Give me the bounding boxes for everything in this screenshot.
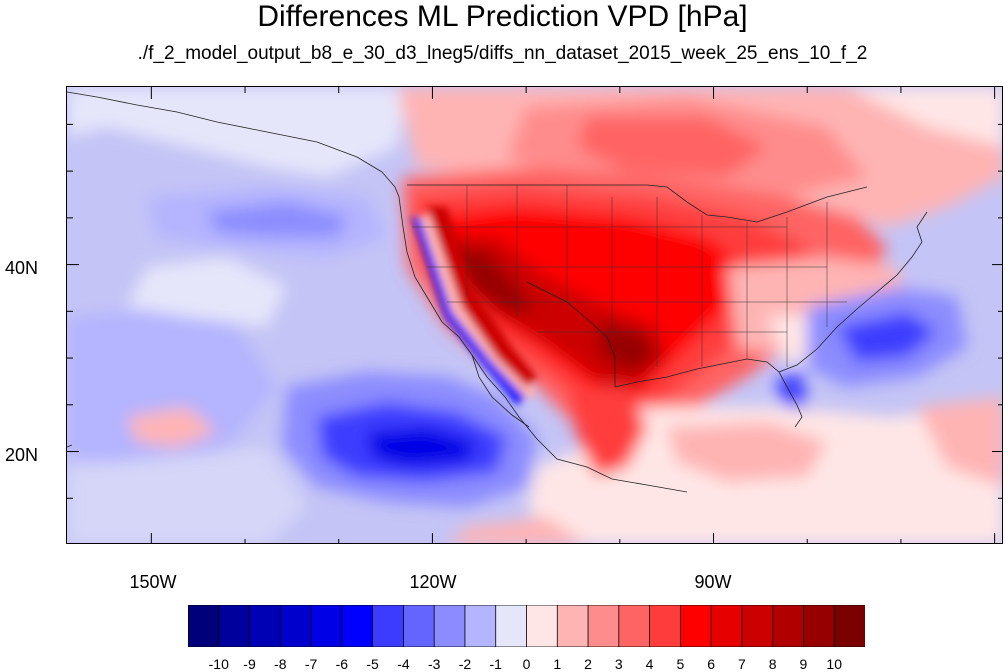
colorbar-swatch: [741, 605, 774, 647]
colorbar-swatch: [403, 605, 435, 647]
colorbar-swatch: [618, 605, 651, 647]
vpd-difference-field: [67, 87, 1002, 543]
lon-label-90w: 90W: [694, 572, 732, 592]
colorbar-label: 9: [799, 656, 808, 672]
colorbar-label: -8: [274, 656, 287, 672]
colorbar-label: -10: [208, 656, 229, 672]
colorbar: [188, 605, 865, 647]
map-subtitle: ./f_2_model_output_b8_e_30_d3_lneg5/diff…: [137, 43, 868, 64]
colorbar-label: -3: [427, 656, 441, 672]
colorbar-label: 7: [738, 656, 746, 672]
colorbar-swatch: [526, 605, 558, 647]
colorbar-swatch: [649, 605, 682, 647]
colorbar-swatch: [556, 605, 589, 647]
state-borders: [412, 185, 847, 367]
colorbar-label: 3: [614, 656, 623, 672]
colorbar-label: -1: [489, 656, 502, 672]
colorbar-swatch: [372, 605, 405, 647]
lon-label-150w: 150W: [129, 572, 177, 592]
axis-tick-marks: [67, 87, 1002, 543]
colorbar-swatch: [679, 605, 712, 647]
colorbar-swatch: [464, 605, 497, 647]
colorbar-swatch: [218, 605, 251, 647]
lat-label-20n: 20N: [4, 445, 38, 465]
colorbar-label: 2: [584, 656, 592, 672]
colorbar-label: 8: [768, 656, 777, 672]
colorbar-label: -4: [397, 656, 410, 672]
colorbar-swatch: [833, 605, 865, 647]
lon-label-120w: 120W: [409, 572, 457, 592]
colorbar-swatch: [341, 605, 374, 647]
colorbar-label: -2: [458, 656, 472, 672]
colorbar-swatch: [188, 605, 220, 647]
colorbar-label: 0: [522, 656, 531, 672]
colorbar-label: 1: [553, 656, 562, 672]
colorbar-label: -9: [243, 656, 256, 672]
colorbar-swatch: [433, 605, 466, 647]
coastlines-and-borders: [67, 91, 928, 493]
colorbar-swatch: [279, 605, 312, 647]
colorbar-swatch: [710, 605, 743, 647]
colorbar-label: 4: [645, 656, 654, 672]
colorbar-label: 6: [707, 656, 716, 672]
colorbar-swatch: [310, 605, 343, 647]
colorbar-swatch: [249, 605, 282, 647]
colorbar-label: 10: [826, 656, 842, 672]
map-plot-area: [66, 86, 1003, 544]
colorbar-label: -6: [335, 656, 349, 672]
colorbar-swatch: [772, 605, 805, 647]
map-title: Differences ML Prediction VPD [hPa]: [257, 0, 748, 33]
lat-label-40n: 40N: [4, 258, 38, 278]
coastal-gradient: [412, 207, 537, 405]
colorbar-label: 5: [676, 656, 685, 672]
colorbar-label: -5: [366, 656, 379, 672]
colorbar-swatch: [803, 605, 835, 647]
colorbar-swatch: [495, 605, 528, 647]
colorbar-swatch: [587, 605, 620, 647]
colorbar-label: -7: [304, 656, 318, 672]
